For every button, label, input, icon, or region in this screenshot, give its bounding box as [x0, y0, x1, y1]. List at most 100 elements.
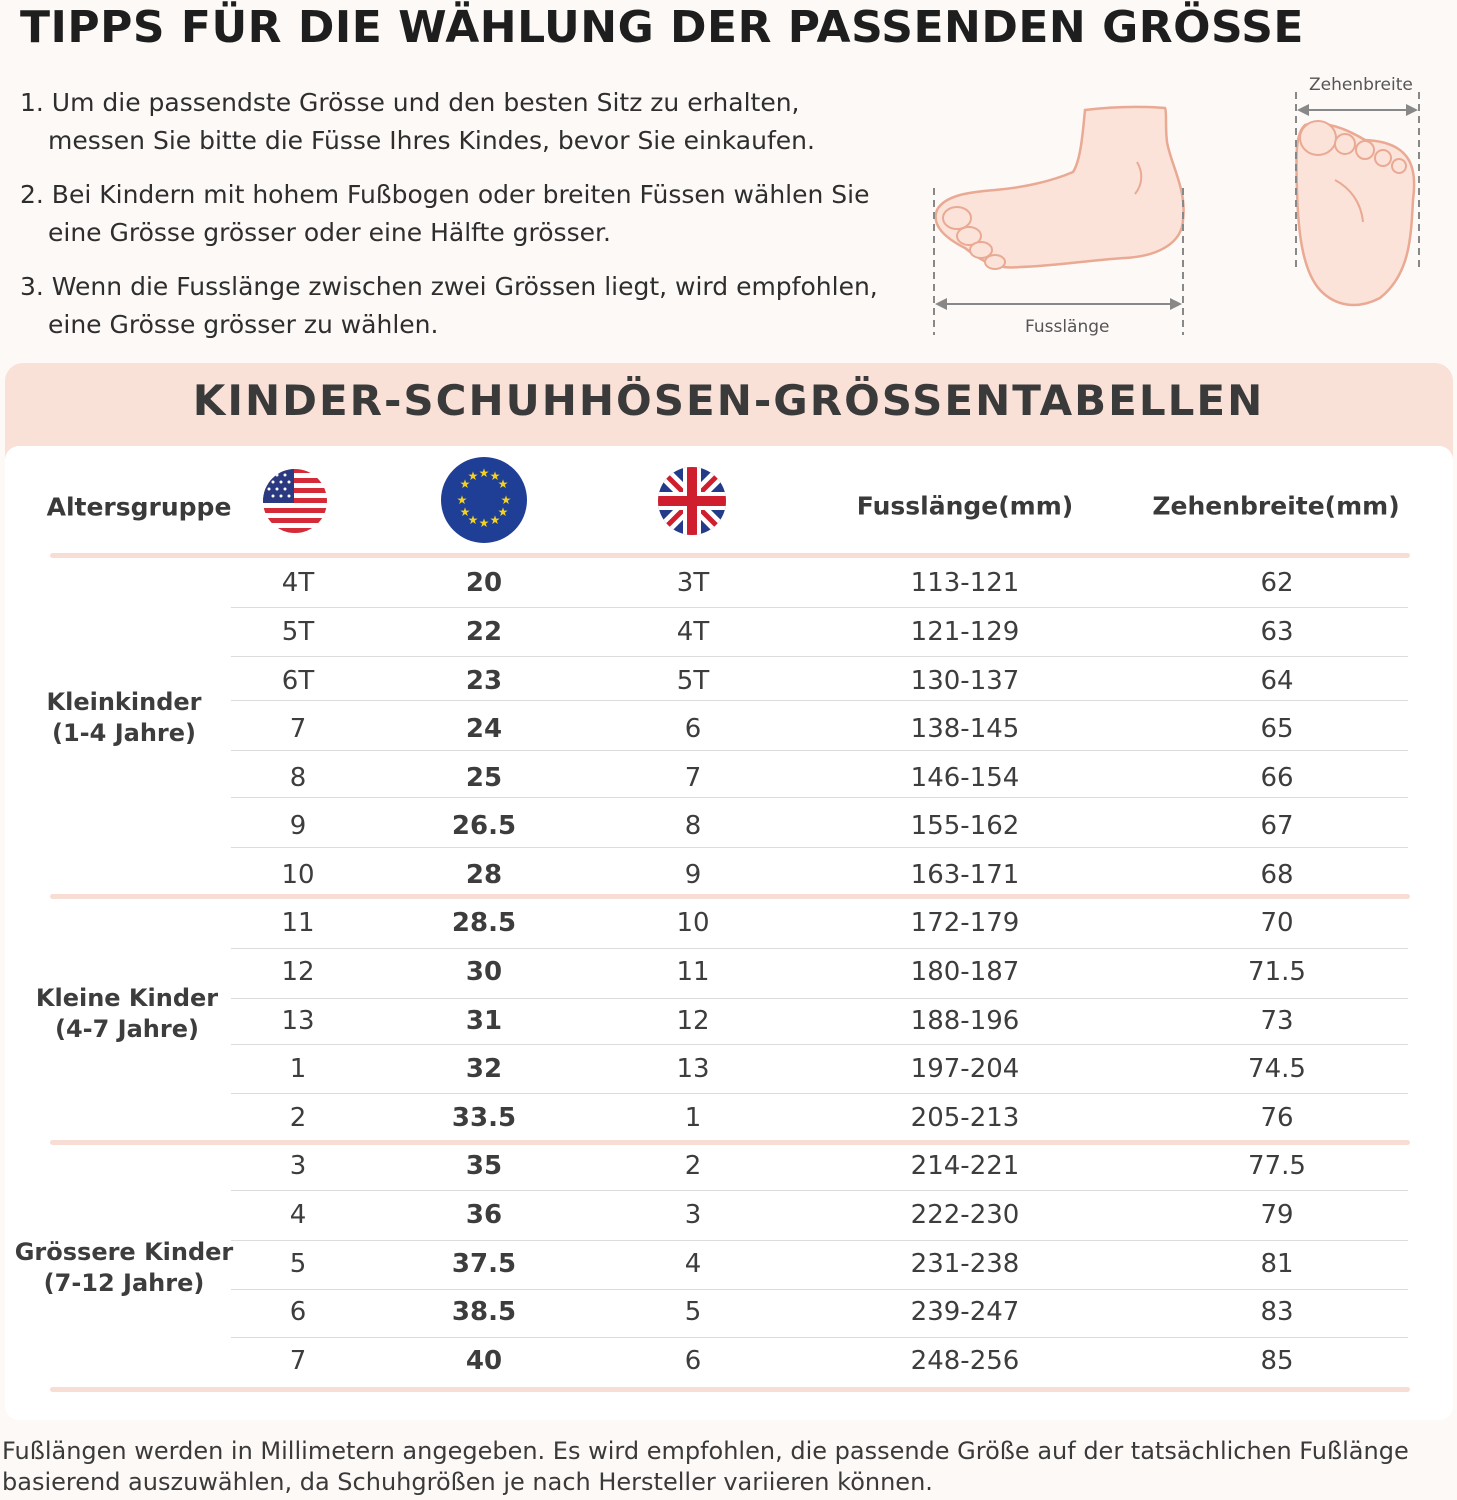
eu-flag-icon: ★ ★★ ★★★ ★★★ ★★★: [441, 457, 527, 543]
cell-length: 180-187: [910, 957, 1020, 987]
group-separator: [50, 553, 1410, 558]
cell-us: 7: [289, 714, 307, 744]
cell-width: 62: [1260, 568, 1294, 598]
tip-item: 2. Bei Kindern mit hohem Fußbogen oder b…: [20, 176, 900, 252]
age-group-range: (4-7 Jahre): [55, 1015, 199, 1043]
cell-eu: 31: [465, 1006, 503, 1036]
cell-width: 70: [1260, 908, 1294, 938]
cell-length: 188-196: [910, 1006, 1020, 1036]
cell-length: 138-145: [910, 714, 1020, 744]
cell-eu: 26.5: [451, 811, 517, 841]
row-separator: [231, 998, 1408, 999]
cell-width: 68: [1260, 860, 1294, 890]
age-group-name: Grössere Kinder: [14, 1238, 234, 1266]
cell-length: 172-179: [910, 908, 1020, 938]
cell-uk: 9: [684, 860, 702, 890]
cell-eu: 22: [465, 617, 503, 647]
cell-eu: 23: [465, 666, 503, 696]
cell-eu: 36: [465, 1200, 503, 1230]
cell-eu: 33.5: [451, 1103, 517, 1133]
svg-text:★: ★: [457, 493, 468, 507]
cell-length: 197-204: [910, 1054, 1020, 1084]
svg-text:★: ★: [468, 469, 479, 483]
cell-eu: 28: [465, 860, 503, 890]
tip-line: 2. Bei Kindern mit hohem Fußbogen oder b…: [20, 180, 870, 209]
svg-text:★: ★: [468, 513, 479, 527]
header-toe-width: Zehenbreite(mm): [1152, 491, 1400, 521]
tip-line: eine Grösse grösser oder eine Hälfte grö…: [48, 218, 611, 247]
uk-flag-icon: [658, 467, 726, 535]
row-separator: [231, 700, 1408, 701]
tips-list: 1. Um die passendste Grösse und den best…: [20, 84, 900, 360]
cell-length: 239-247: [910, 1297, 1020, 1327]
cell-width: 71.5: [1248, 957, 1306, 987]
cell-us: 4: [289, 1200, 307, 1230]
us-flag-icon: [263, 469, 327, 533]
cell-length: 113-121: [910, 568, 1020, 598]
cell-width: 64: [1260, 666, 1294, 696]
row-separator: [231, 797, 1408, 798]
cell-us: 13: [281, 1006, 315, 1036]
svg-text:★: ★: [490, 469, 501, 483]
cell-uk: 3: [684, 1200, 702, 1230]
cell-length: 248-256: [910, 1346, 1020, 1376]
age-group-range: (1-4 Jahre): [52, 719, 196, 747]
cell-width: 65: [1260, 714, 1294, 744]
cell-us: 5T: [281, 617, 315, 647]
footnote: Fußlängen werden in Millimetern angegebe…: [2, 1437, 1409, 1496]
cell-eu: 20: [465, 568, 503, 598]
foot-length-label: Fusslänge: [1025, 317, 1110, 337]
svg-text:★: ★: [498, 505, 509, 519]
cell-width: 85: [1260, 1346, 1294, 1376]
cell-eu: 37.5: [451, 1249, 517, 1279]
cell-length: 155-162: [910, 811, 1020, 841]
cell-us: 10: [281, 860, 315, 890]
cell-uk: 4: [684, 1249, 702, 1279]
age-group-label: Grössere Kinder (7-12 Jahre): [15, 1237, 234, 1299]
cell-us: 8: [289, 763, 307, 793]
tip-line: 3. Wenn die Fusslänge zwischen zwei Grös…: [20, 272, 878, 301]
cell-uk: 13: [676, 1054, 710, 1084]
cell-uk: 5T: [676, 666, 710, 696]
tip-item: 3. Wenn die Fusslänge zwischen zwei Grös…: [20, 268, 900, 344]
cell-uk: 10: [676, 908, 710, 938]
cell-width: 63: [1260, 617, 1294, 647]
group-separator: [50, 1387, 1410, 1392]
cell-length: 214-221: [910, 1151, 1020, 1181]
cell-us: 2: [289, 1103, 307, 1133]
row-separator: [231, 948, 1408, 949]
cell-us: 12: [281, 957, 315, 987]
cell-length: 222-230: [910, 1200, 1020, 1230]
toe-width-label: Zehenbreite: [1309, 75, 1413, 95]
cell-width: 67: [1260, 811, 1294, 841]
age-group-label: Kleinkinder (1-4 Jahre): [47, 687, 202, 749]
cell-length: 121-129: [910, 617, 1020, 647]
header-age-group: Altersgruppe: [46, 492, 232, 522]
cell-eu: 25: [465, 763, 503, 793]
cell-width: 81: [1260, 1249, 1294, 1279]
tip-line: messen Sie bitte die Füsse Ihres Kindes,…: [48, 126, 815, 155]
cell-uk: 6: [684, 714, 702, 744]
cell-us: 3: [289, 1151, 307, 1181]
row-separator: [231, 607, 1408, 608]
cell-length: 163-171: [910, 860, 1020, 890]
cell-us: 4T: [281, 568, 315, 598]
cell-us: 1: [289, 1054, 307, 1084]
cell-us: 11: [281, 908, 315, 938]
cell-uk: 1: [684, 1103, 702, 1133]
header-foot-length: Fusslänge(mm): [856, 491, 1074, 521]
cell-uk: 5: [684, 1297, 702, 1327]
svg-text:★: ★: [479, 466, 490, 480]
group-separator: [50, 1140, 1410, 1145]
size-chart-title: KINDER-SCHUHHÖSEN-GRÖSSENTABELLEN: [192, 376, 1265, 425]
cell-width: 83: [1260, 1297, 1294, 1327]
svg-text:★: ★: [460, 505, 471, 519]
age-group-range: (7-12 Jahre): [43, 1269, 205, 1297]
cell-width: 77.5: [1248, 1151, 1306, 1181]
cell-uk: 4T: [676, 617, 710, 647]
tip-line: eine Grösse grösser zu wählen.: [48, 310, 439, 339]
cell-width: 73: [1260, 1006, 1294, 1036]
row-separator: [231, 656, 1408, 657]
svg-text:★: ★: [479, 516, 490, 530]
cell-uk: 6: [684, 1346, 702, 1376]
